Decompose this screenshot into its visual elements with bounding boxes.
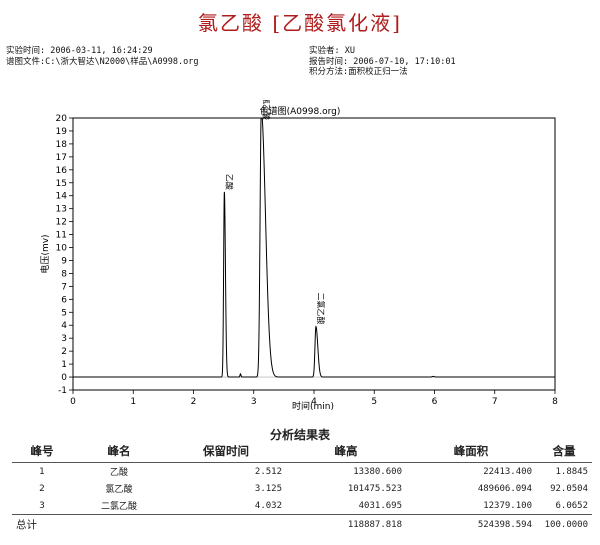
y-tick-label: 3 <box>61 334 67 344</box>
x-tick-label: 3 <box>251 397 257 407</box>
chart-title: 色谱图(A0998.org) <box>260 105 341 117</box>
y-tick-label: 9 <box>61 256 67 266</box>
y-tick-label: 11 <box>56 231 67 241</box>
y-tick-label: 15 <box>56 179 67 189</box>
experiment-time: 实验时间: 2006-03-11, 16:24:29 <box>6 46 153 56</box>
x-tick-label: 7 <box>492 397 498 407</box>
cell-content: 1.8845 <box>555 466 588 477</box>
results-table-title: 分析结果表 <box>269 428 330 442</box>
cell-retention-time: 3.125 <box>254 483 282 494</box>
peak-label: 乙酸 <box>224 174 234 190</box>
cell-peak-name: 氯乙酸 <box>105 485 133 495</box>
x-tick-label: 4 <box>311 397 317 407</box>
results-table: 峰号 峰名 保留时间 峰高 峰面积 含量 1 乙酸 2.512 13380.60… <box>12 441 592 534</box>
header-content: 含量 <box>536 441 592 463</box>
cell-peak-area: 22413.400 <box>483 466 532 477</box>
cell-content: 92.0504 <box>550 483 588 494</box>
peak-label: 氯乙酸 <box>261 100 271 120</box>
x-tick-label: 2 <box>191 397 197 407</box>
y-tick-label: 7 <box>61 282 67 292</box>
y-tick-label: 18 <box>56 140 68 150</box>
y-tick-label: 19 <box>56 127 68 137</box>
header-peak-area: 峰面积 <box>406 441 536 463</box>
total-peak-area: 524398.594 <box>406 514 536 534</box>
y-tick-label: -1 <box>58 386 67 396</box>
y-tick-label: 0 <box>61 373 67 383</box>
y-tick-label: 6 <box>61 295 67 305</box>
spectrum-file: 谱图文件:C:\浙大智达\N2000\样品\A0998.org <box>6 56 199 67</box>
cell-peak-area: 12379.100 <box>483 500 532 511</box>
y-tick-label: 10 <box>56 244 68 254</box>
table-row: 3 二氯乙酸 4.032 4031.695 12379.100 6.0652 <box>12 497 592 515</box>
cell-peak-name: 乙酸 <box>109 468 128 478</box>
header-peak-height: 峰高 <box>286 441 406 463</box>
total-label: 总计 <box>12 514 72 534</box>
results-header-row: 峰号 峰名 保留时间 峰高 峰面积 含量 <box>12 441 592 463</box>
cell-peak-height: 101475.523 <box>347 483 402 494</box>
cell-peak-area: 489606.094 <box>477 483 532 494</box>
total-content: 100.0000 <box>536 514 592 534</box>
x-tick-label: 6 <box>432 397 438 407</box>
total-row: 总计 118887.818 524398.594 100.0000 <box>12 514 592 534</box>
experiment-info-right: 实验者: XU 报告时间: 2006-07-10, 17:10:01 积分方法:… <box>309 46 456 78</box>
cell-peak-height: 4031.695 <box>358 500 402 511</box>
y-tick-label: 16 <box>56 166 68 176</box>
x-axis-label: 时间(min) <box>292 400 334 412</box>
cell-retention-time: 4.032 <box>254 500 282 511</box>
chromatogram-trace <box>73 117 555 378</box>
header-peak-no: 峰号 <box>12 441 72 463</box>
x-tick-label: 5 <box>371 397 377 407</box>
table-row: 2 氯乙酸 3.125 101475.523 489606.094 92.050… <box>12 480 592 497</box>
integration-method: 积分方法:面积校正归一法 <box>309 67 408 77</box>
y-tick-label: 12 <box>56 218 67 228</box>
cell-peak-name: 二氯乙酸 <box>100 502 137 512</box>
experiment-info-left: 实验时间: 2006-03-11, 16:24:29 谱图文件:C:\浙大智达\… <box>6 46 198 67</box>
y-tick-label: 1 <box>61 360 67 370</box>
experimenter: 实验者: XU <box>309 46 355 56</box>
header-peak-name: 峰名 <box>72 441 166 463</box>
cell-content: 6.0652 <box>555 500 588 511</box>
cell-peak-no: 1 <box>39 466 45 477</box>
cell-peak-no: 3 <box>39 500 45 511</box>
cell-peak-no: 2 <box>39 483 45 494</box>
cell-peak-height: 13380.600 <box>353 466 402 477</box>
report-time: 报告时间: 2006-07-10, 17:10:01 <box>309 56 456 67</box>
x-tick-label: 1 <box>130 397 136 407</box>
y-tick-label: 20 <box>56 114 68 124</box>
total-peak-height: 118887.818 <box>286 514 406 534</box>
y-tick-label: 13 <box>56 205 67 215</box>
y-tick-label: 2 <box>61 347 67 357</box>
report-title: 氯乙酸 [乙酸氯化液] <box>198 11 402 35</box>
x-tick-label: 8 <box>552 397 558 407</box>
y-tick-label: 14 <box>56 192 68 202</box>
table-row: 1 乙酸 2.512 13380.600 22413.400 1.8845 <box>12 463 592 481</box>
x-tick-label: 0 <box>70 397 76 407</box>
header-retention-time: 保留时间 <box>166 441 286 463</box>
cell-retention-time: 2.512 <box>254 466 282 477</box>
y-tick-label: 4 <box>61 321 67 331</box>
y-tick-label: 8 <box>61 269 67 279</box>
y-tick-label: 5 <box>61 308 67 318</box>
peak-label: 二氯乙酸 <box>316 293 326 325</box>
plot-frame <box>72 117 556 391</box>
y-axis-label: 电压(mv) <box>39 234 51 273</box>
y-tick-label: 17 <box>56 153 67 163</box>
